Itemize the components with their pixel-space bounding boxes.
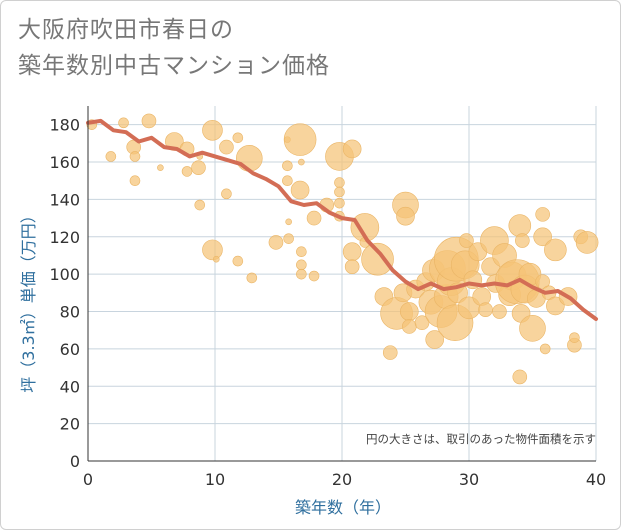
x-axis-label: 築年数（年） [295,498,391,517]
data-bubble [400,302,419,321]
data-bubble [181,166,193,177]
y-tick-label: 140 [49,190,80,209]
data-bubble [282,175,293,187]
data-bubble [478,302,493,317]
data-bubble [232,132,244,144]
y-tick-label: 80 [60,303,80,322]
data-bubble [268,235,284,250]
data-bubble [118,117,129,129]
data-bubble [246,272,258,284]
y-tick-label: 160 [49,153,80,172]
x-tick-label: 20 [332,470,352,489]
data-bubble [306,210,322,226]
data-bubble [296,246,307,258]
data-bubble [334,177,345,188]
trend-series [86,118,598,321]
data-bubble [396,206,415,226]
data-bubble [425,330,445,349]
data-bubble [519,315,546,342]
bubble-series [86,113,599,385]
data-bubble [290,180,310,200]
data-bubble [492,304,507,319]
data-bubble [105,151,117,162]
data-bubble [202,119,223,141]
data-bubble [282,160,293,172]
y-tick-label: 60 [60,340,80,359]
y-tick-label: 40 [60,377,80,396]
data-bubble [296,259,307,271]
data-bubble [129,175,141,187]
x-tick-label: 0 [83,470,93,489]
y-tick-label: 0 [70,452,80,471]
data-bubble [414,315,430,331]
data-bubble [235,145,263,172]
data-bubble [202,239,223,261]
chart-title: 大阪府吹田市春日の 築年数別中古マンション価格 [18,12,330,84]
data-bubble [221,188,232,200]
chart-title-line-1: 大阪府吹田市春日の [18,17,234,43]
data-bubble [569,332,580,343]
data-bubble [194,199,206,211]
data-bubble [512,369,528,385]
data-bubble [535,207,550,222]
y-tick-label: 20 [60,415,80,434]
data-bubble [342,242,362,262]
data-bubble [459,233,474,248]
data-bubble [283,233,294,244]
data-bubble [533,227,552,247]
data-bubble [212,255,220,263]
data-bubble [285,218,292,226]
data-bubble [129,151,141,162]
data-bubble [382,345,398,360]
data-bubble [157,164,164,171]
data-bubble [283,123,317,156]
data-bubble [232,255,244,267]
x-tick-label: 10 [205,470,225,489]
average-price-line [86,118,598,321]
data-bubble [219,139,234,155]
data-bubble [344,259,360,274]
size-annotation: 円の大きさは、取引のあった物件面積を示す [366,432,596,446]
data-bubble [191,160,206,175]
data-bubble [361,242,394,276]
data-bubble [298,158,305,166]
data-bubble [308,270,320,282]
data-bubble [535,274,550,289]
y-tick-label: 120 [49,228,80,247]
data-bubble [575,231,599,254]
data-bubble [402,319,417,334]
data-bubble [334,197,345,209]
x-tick-label: 40 [586,470,606,489]
data-bubble [296,268,307,280]
data-bubble [342,139,362,159]
axes: 0 20 40 60 80 100 120 140 160 180 0 10 20 30 40 [49,106,606,489]
chart-title-line-2: 築年数別中古マンション価格 [18,53,330,79]
y-axis-label: 坪（3.3㎡）単価（万円） [19,207,38,392]
data-bubble [334,186,345,198]
data-bubble [508,214,532,237]
data-bubble [539,343,551,355]
data-bubble [141,113,157,129]
x-tick-label: 30 [459,470,479,489]
data-bubble [515,233,530,248]
y-tick-label: 100 [49,265,80,284]
y-tick-label: 180 [49,116,80,135]
data-bubble [546,296,565,316]
data-bubble [544,238,567,262]
